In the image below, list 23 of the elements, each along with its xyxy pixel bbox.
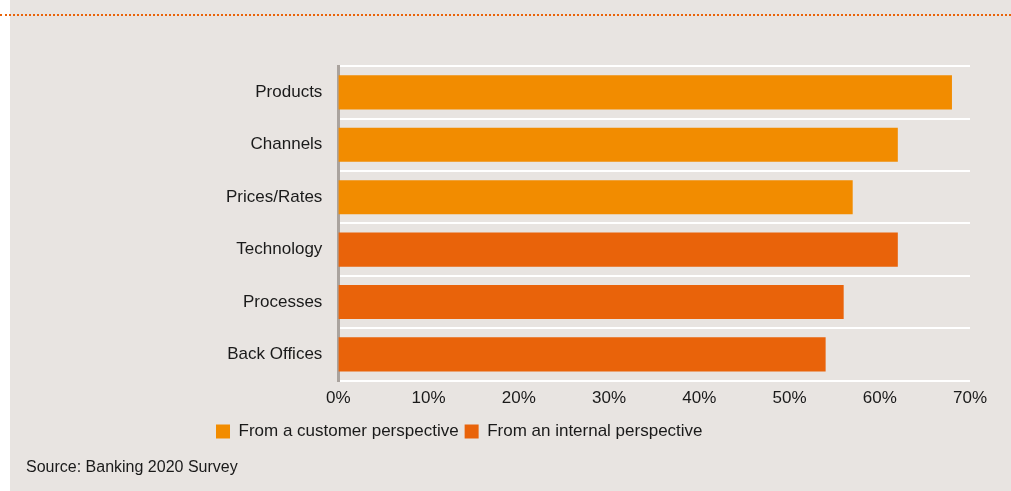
bar [338,284,844,320]
bar [338,180,853,215]
x-tick-label: 10% [411,388,446,408]
y-tick-label: Processes [242,291,323,311]
x-tick-label: 50% [772,388,807,408]
x-tick-label: 40% [682,388,717,408]
x-tick-label: 20% [501,388,536,408]
y-tick-label: Back Offices [227,344,323,364]
bar [338,232,898,267]
bar [338,337,826,372]
y-tick-label: Technology [236,239,323,259]
x-tick-label: 60% [862,388,897,408]
legend-label: From an internal perspective [487,421,703,441]
legend-label: From a customer perspective [238,421,459,441]
bar [338,127,898,162]
source-note: Source: Banking 2020 Survey [26,458,238,476]
y-tick-label: Channels [250,134,323,154]
x-tick-label: 30% [592,388,627,408]
y-tick-label: Prices/Rates [225,186,323,206]
bar [338,75,952,110]
y-tick-label: Products [255,82,323,102]
x-tick-label: 0% [326,388,351,408]
x-tick-label: 70% [952,388,988,408]
